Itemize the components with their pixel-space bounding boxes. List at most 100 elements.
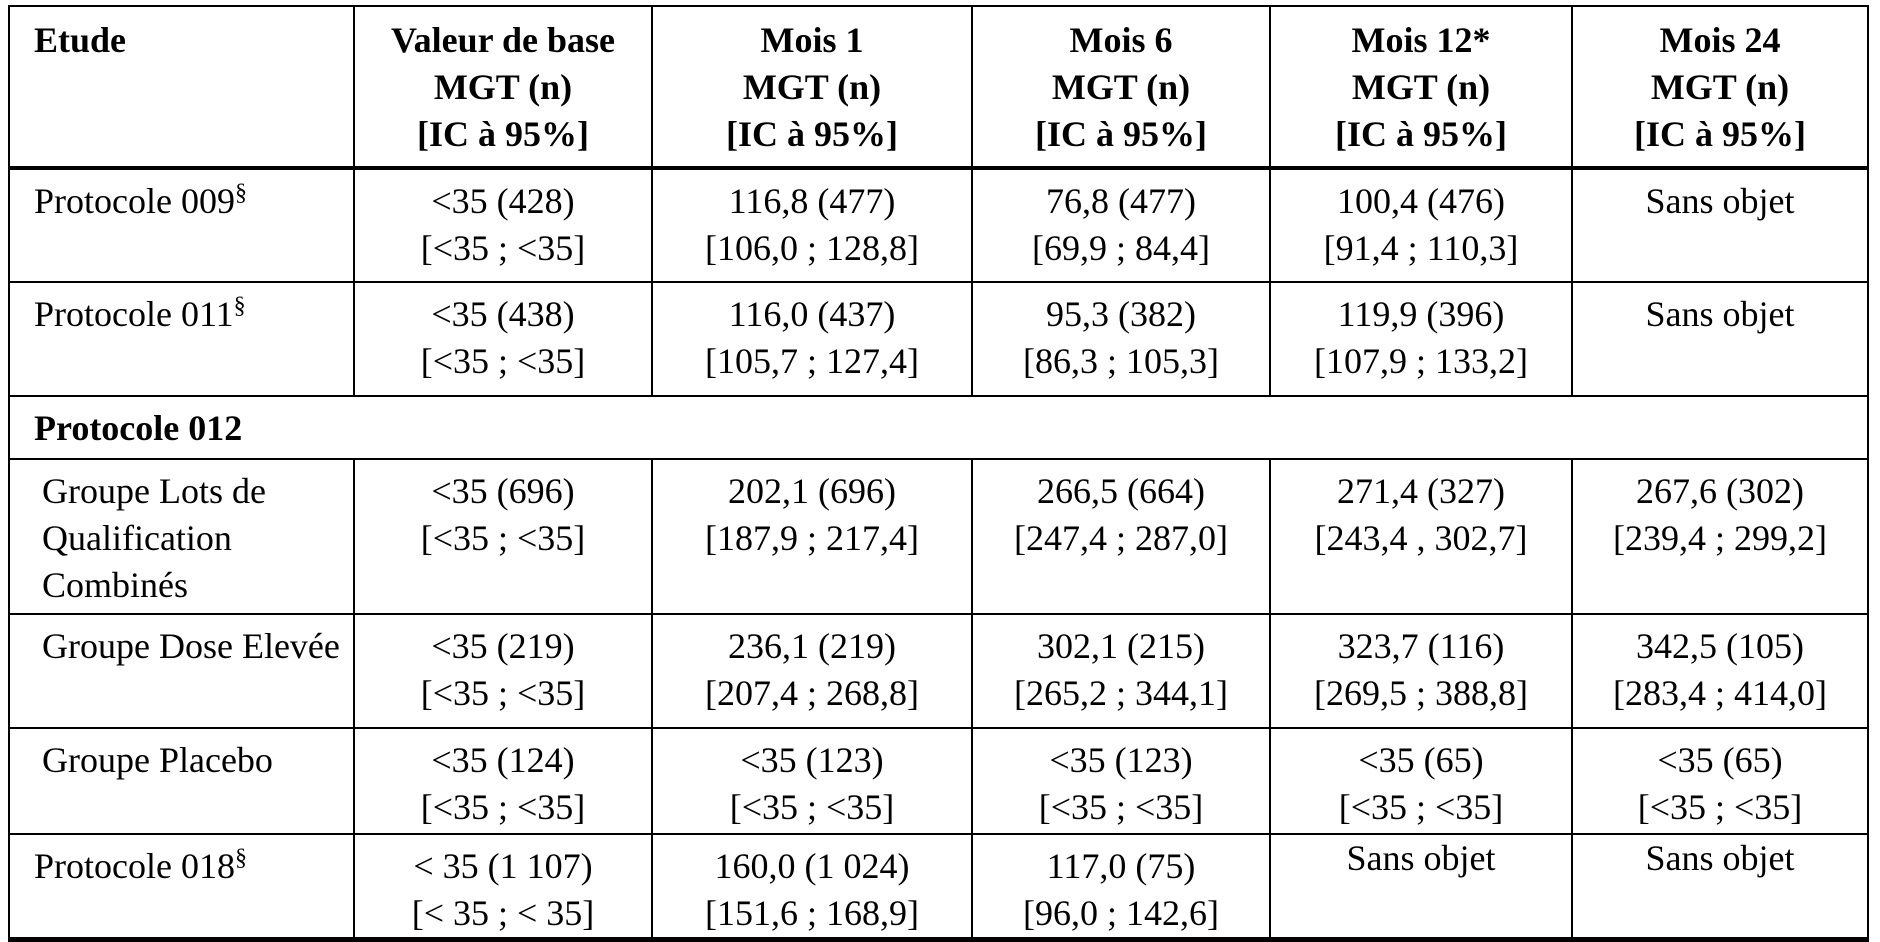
cell-value: 202,1 (696) (728, 471, 896, 511)
cell: <35 (696) [<35 ; <35] (353, 458, 653, 615)
cell-ci: [<35 ; <35] (420, 228, 586, 268)
row-label-cell: Protocole 018§ (8, 833, 355, 942)
row-label: Groupe Lots de Qualification Combinés (42, 471, 266, 605)
header-sub: MGT (n) (1051, 67, 1191, 107)
cell: 100,4 (476) [91,4 ; 110,3] (1269, 167, 1573, 283)
cell-value: 119,9 (396) (1337, 294, 1505, 334)
study-results-table: Etude Valeur de base MGT (n) [IC à 95%] … (8, 5, 1869, 942)
row-label-cell: Groupe Lots de Qualification Combinés (8, 458, 355, 615)
cell-value: <35 (123) (740, 740, 884, 780)
cell: Sans objet (1571, 281, 1869, 397)
cell-value: <35 (219) (431, 626, 575, 666)
row-label-cell: Groupe Dose Elevée (8, 613, 355, 729)
cell-ci: [69,9 ; 84,4] (1032, 228, 1210, 268)
header-title: Mois 1 (760, 20, 864, 60)
cell-ci: [< 35 ; < 35] (411, 893, 595, 933)
cell-value: 117,0 (75) (1046, 846, 1196, 886)
section-label: Protocole 012 (34, 408, 243, 448)
row-protocole-009: Protocole 009§ <35 (428) [<35 ; <35] 116… (8, 167, 1869, 283)
section-label-cell: Protocole 012 (8, 395, 1869, 460)
cell-ci: [187,9 ; 217,4] (705, 518, 919, 558)
cell-value: Sans objet (1645, 181, 1795, 221)
header-title: Valeur de base (390, 20, 616, 60)
cell-value: 236,1 (219) (728, 626, 896, 666)
row-label-cell: Protocole 011§ (8, 281, 355, 397)
header-title: Mois 6 (1069, 20, 1173, 60)
cell-value: <35 (123) (1049, 740, 1193, 780)
cell-value: <35 (428) (431, 181, 575, 221)
header-sub: MGT (n) (1650, 67, 1790, 107)
header-ci: [IC à 95%] (1335, 114, 1507, 154)
row-section-protocole-012: Protocole 012 (8, 395, 1869, 460)
row-groupe-lots-qualification: Groupe Lots de Qualification Combinés <3… (8, 458, 1869, 615)
cell-ci: [<35 ; <35] (420, 673, 586, 713)
cell-value: <35 (65) (1358, 740, 1484, 780)
cell-ci: [265,2 ; 344,1] (1014, 673, 1228, 713)
header-mois-1: Mois 1 MGT (n) [IC à 95%] (651, 5, 973, 170)
cell-value: 160,0 (1 024) (714, 846, 910, 886)
row-groupe-dose-elevee: Groupe Dose Elevée <35 (219) [<35 ; <35]… (8, 613, 1869, 729)
row-label-cell: Protocole 009§ (8, 167, 355, 283)
header-sub: MGT (n) (433, 67, 573, 107)
cell: Sans objet (1571, 833, 1869, 942)
cell: 119,9 (396) [107,9 ; 133,2] (1269, 281, 1573, 397)
cell: Sans objet (1571, 167, 1869, 283)
cell: 160,0 (1 024) [151,6 ; 168,9] (651, 833, 973, 942)
cell-ci: [247,4 ; 287,0] (1014, 518, 1228, 558)
cell: 271,4 (327) [243,4 , 302,7] (1269, 458, 1573, 615)
cell-ci: [151,6 ; 168,9] (705, 893, 919, 933)
cell: 266,5 (664) [247,4 ; 287,0] (971, 458, 1271, 615)
row-protocole-011: Protocole 011§ <35 (438) [<35 ; <35] 116… (8, 281, 1869, 397)
cell-value: 76,8 (477) (1046, 181, 1196, 221)
header-ci: [IC à 95%] (417, 114, 589, 154)
cell: 95,3 (382) [86,3 ; 105,3] (971, 281, 1271, 397)
cell-ci: [<35 ; <35] (1338, 787, 1504, 827)
cell-ci: [106,0 ; 128,8] (705, 228, 919, 268)
row-label: Protocole 018 (34, 846, 235, 886)
cell-value: 95,3 (382) (1046, 294, 1196, 334)
cell-value: <35 (65) (1657, 740, 1783, 780)
cell-ci: [269,5 ; 388,8] (1314, 673, 1528, 713)
cell-ci: [91,4 ; 110,3] (1323, 228, 1519, 268)
cell: <35 (65) [<35 ; <35] (1269, 727, 1573, 835)
header-sub: MGT (n) (1351, 67, 1491, 107)
header-mois-6: Mois 6 MGT (n) [IC à 95%] (971, 5, 1271, 170)
cell: 323,7 (116) [269,5 ; 388,8] (1269, 613, 1573, 729)
cell: 116,8 (477) [106,0 ; 128,8] (651, 167, 973, 283)
cell-value: 267,6 (302) (1636, 471, 1804, 511)
cell: 302,1 (215) [265,2 ; 344,1] (971, 613, 1271, 729)
cell: < 35 (1 107) [< 35 ; < 35] (353, 833, 653, 942)
cell: 117,0 (75) [96,0 ; 142,6] (971, 833, 1271, 942)
cell: <35 (123) [<35 ; <35] (971, 727, 1271, 835)
cell-ci: [96,0 ; 142,6] (1023, 893, 1219, 933)
header-mois-12: Mois 12* MGT (n) [IC à 95%] (1269, 5, 1573, 170)
row-groupe-placebo: Groupe Placebo <35 (124) [<35 ; <35] <35… (8, 727, 1869, 835)
cell-value: 271,4 (327) (1337, 471, 1505, 511)
cell: 267,6 (302) [239,4 ; 299,2] (1571, 458, 1869, 615)
cell: 76,8 (477) [69,9 ; 84,4] (971, 167, 1271, 283)
cell-ci: [283,4 ; 414,0] (1613, 673, 1827, 713)
cell-ci: [86,3 ; 105,3] (1023, 341, 1219, 381)
row-label: Protocole 009 (34, 181, 235, 221)
row-label: Groupe Placebo (42, 740, 273, 780)
section-mark: § (234, 180, 247, 206)
cell-ci: [207,4 ; 268,8] (705, 673, 919, 713)
cell-value: 302,1 (215) (1037, 626, 1205, 666)
cell: <35 (438) [<35 ; <35] (353, 281, 653, 397)
cell-ci: [105,7 ; 127,4] (705, 341, 919, 381)
cell-value: 323,7 (116) (1337, 626, 1505, 666)
row-label-cell: Groupe Placebo (8, 727, 355, 835)
cell: <35 (123) [<35 ; <35] (651, 727, 973, 835)
cell-ci: [107,9 ; 133,2] (1314, 341, 1528, 381)
row-label: Protocole 011 (34, 294, 234, 334)
cell: 342,5 (105) [283,4 ; 414,0] (1571, 613, 1869, 729)
cell: <35 (219) [<35 ; <35] (353, 613, 653, 729)
section-mark: § (234, 845, 247, 871)
cell-ci: [<35 ; <35] (420, 787, 586, 827)
cell-value: <35 (696) (431, 471, 575, 511)
cell: <35 (428) [<35 ; <35] (353, 167, 653, 283)
cell-value: Sans objet (1346, 838, 1496, 878)
header-title: Mois 24 (1659, 20, 1781, 60)
cell-value: Sans objet (1645, 294, 1795, 334)
cell-value: <35 (124) (431, 740, 575, 780)
